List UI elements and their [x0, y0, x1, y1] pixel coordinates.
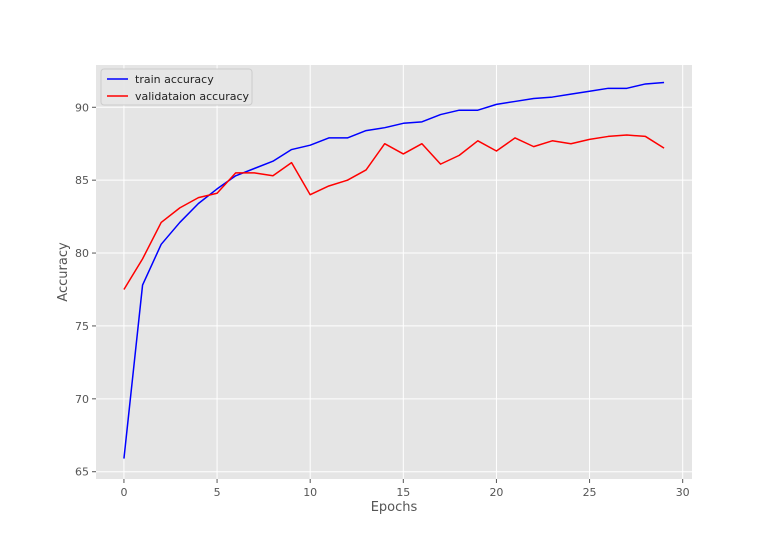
plot-background	[96, 65, 692, 479]
y-tick-label: 75	[75, 320, 89, 333]
y-tick-label: 90	[75, 101, 89, 114]
y-tick-label: 70	[75, 393, 89, 406]
x-tick-label: 20	[489, 486, 503, 499]
x-tick-label: 15	[396, 486, 410, 499]
x-tick-label: 0	[120, 486, 127, 499]
series-line-train	[123, 81, 665, 459]
x-tick-label: 5	[214, 486, 221, 499]
legend-label: validataion accuracy	[135, 90, 250, 103]
axis-ticks: 0 5 10 15 20 25 30 65 70 75 80 85 90	[75, 101, 690, 499]
x-tick-label: 30	[676, 486, 690, 499]
y-tick-label: 85	[75, 174, 89, 187]
legend: train accuracy validataion accuracy	[100, 68, 253, 106]
grid	[96, 65, 692, 479]
x-tick-label: 25	[583, 486, 597, 499]
x-axis-label: Epochs	[371, 500, 418, 515]
y-axis-label: Accuracy	[56, 242, 71, 302]
legend-label: train accuracy	[135, 73, 214, 86]
series-lines	[123, 81, 665, 459]
y-tick-label: 80	[75, 247, 89, 260]
x-tick-label: 10	[303, 486, 317, 499]
y-tick-label: 65	[75, 466, 89, 479]
series-line-validation	[123, 134, 665, 290]
legend-box	[100, 68, 253, 106]
